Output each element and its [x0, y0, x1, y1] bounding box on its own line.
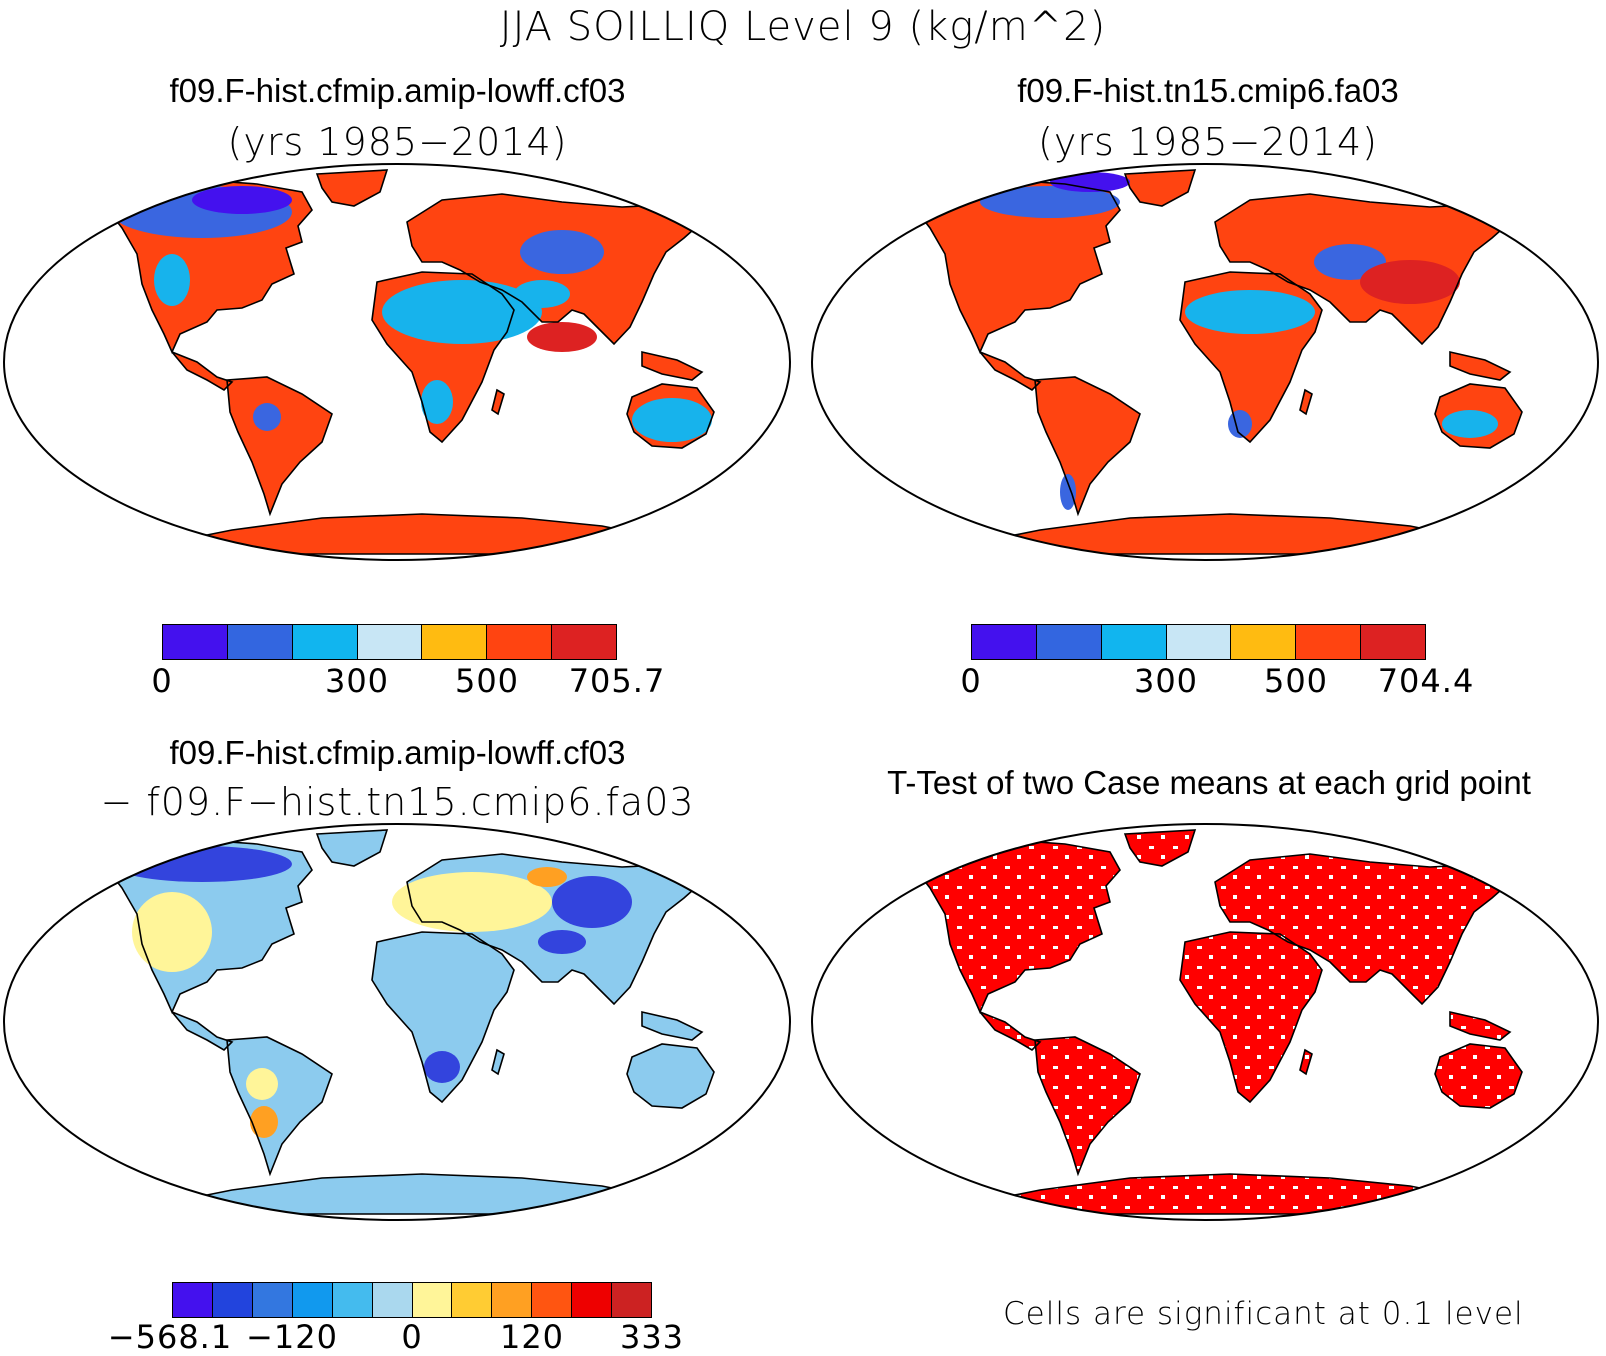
colorbar-cell: [572, 1283, 613, 1317]
map-top-left: [3, 163, 791, 561]
panel-subtitle-top-left: (yrs 1985−2014): [227, 120, 568, 164]
colorbar-cell: [173, 1283, 213, 1317]
panel-subtitle-bottom-left: − f09.F−hist.tn15.cmip6.fa03: [100, 780, 695, 824]
tick-label: −120: [246, 1318, 338, 1356]
figure-title: JJA SOILLIQ Level 9 (kg/m^2): [499, 4, 1107, 50]
colorbar-cell: [487, 625, 553, 659]
colorbar-cell: [292, 1283, 333, 1317]
colorbar-cell: [452, 1283, 493, 1317]
colorbar-cell: [412, 1283, 453, 1317]
colorbar-cell: [1231, 625, 1297, 659]
tick-label: 705.7: [568, 662, 666, 700]
tick-label: 0: [960, 662, 982, 700]
significance-note: Cells are significant at 0.1 level: [1003, 1296, 1524, 1332]
colorbar-cell: [552, 625, 617, 659]
colorbar-top-right: [971, 624, 1426, 660]
panel-title-bottom-left: f09.F-hist.cfmip.amip-lowff.cf03: [169, 734, 626, 771]
colorbar-cell: [612, 1283, 652, 1317]
panel-title-top-right: f09.F-hist.tn15.cmip6.fa03: [1017, 72, 1399, 109]
map-bottom-right: [811, 823, 1599, 1221]
colorbar-cell: [1166, 625, 1232, 659]
colorbar-cell: [252, 1283, 293, 1317]
colorbar-cell: [357, 625, 423, 659]
colorbar-cell: [332, 1283, 373, 1317]
tick-label: 333: [619, 1318, 685, 1356]
tick-label: −568.1: [107, 1318, 233, 1356]
colorbar-cell: [492, 1283, 533, 1317]
colorbar-bottom-left: [172, 1282, 652, 1318]
colorbar-cell: [532, 1283, 573, 1317]
colorbar-cell: [292, 625, 358, 659]
tick-label: 704.4: [1377, 662, 1475, 700]
colorbar-cell: [1296, 625, 1362, 659]
panel-title-bottom-right: T-Test of two Case means at each grid po…: [887, 764, 1531, 801]
tick-label: 300: [1133, 662, 1199, 700]
colorbar-cell: [163, 625, 228, 659]
map-bottom-left: [3, 823, 791, 1221]
colorbar-cell: [212, 1283, 253, 1317]
colorbar-cell: [227, 625, 293, 659]
map-top-right: [811, 163, 1599, 561]
tick-label: 500: [454, 662, 520, 700]
colorbar-cell: [1101, 625, 1167, 659]
colorbar-cell: [422, 625, 488, 659]
colorbar-top-left: [162, 624, 617, 660]
tick-label: 500: [1263, 662, 1329, 700]
panel-title-top-left: f09.F-hist.cfmip.amip-lowff.cf03: [169, 72, 626, 109]
tick-label: 0: [151, 662, 173, 700]
colorbar-cell: [1036, 625, 1102, 659]
colorbar-cell: [1361, 625, 1426, 659]
panel-subtitle-top-right: (yrs 1985−2014): [1038, 120, 1378, 164]
colorbar-cell: [972, 625, 1037, 659]
tick-label: 0: [401, 1318, 423, 1356]
colorbar-cell: [372, 1283, 413, 1317]
tick-label: 120: [499, 1318, 565, 1356]
tick-label: 300: [324, 662, 390, 700]
